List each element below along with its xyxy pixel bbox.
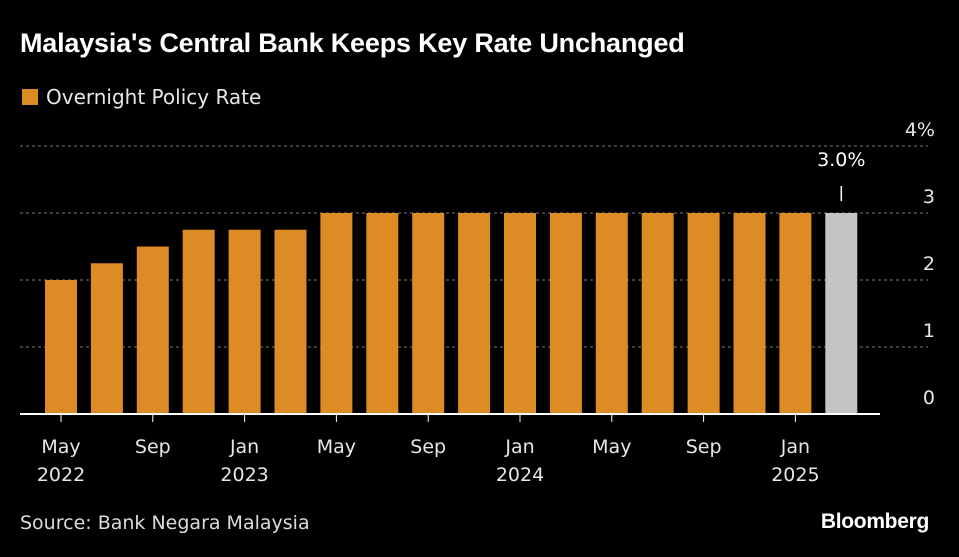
bar <box>549 213 582 414</box>
bar <box>228 229 261 414</box>
bar <box>595 213 628 414</box>
bar <box>274 229 307 414</box>
y-tick-label: 2 <box>923 253 935 275</box>
bar <box>320 213 353 414</box>
legend-label: Overnight Policy Rate <box>46 85 262 109</box>
x-tick-label: 2023 <box>220 464 268 486</box>
x-tick-label: 2022 <box>37 464 85 486</box>
source-note: Source: Bank Negara Malaysia <box>20 512 310 534</box>
x-tick-label: Jan <box>780 436 810 458</box>
chart-title: Malaysia's Central Bank Keeps Key Rate U… <box>20 28 685 58</box>
legend-swatch <box>22 89 38 105</box>
x-tick-label: Jan <box>229 436 259 458</box>
x-tick-label: May <box>41 436 80 458</box>
bar <box>458 213 491 414</box>
x-tick-label: Jan <box>504 436 534 458</box>
bar <box>733 213 766 414</box>
y-tick-label: 1 <box>923 320 935 342</box>
bloomberg-logo: Bloomberg <box>820 510 929 533</box>
x-tick-label: 2025 <box>771 464 819 486</box>
y-tick-label: 0 <box>923 387 935 409</box>
bar <box>504 213 536 414</box>
chart-legend: Overnight Policy Rate <box>22 85 261 109</box>
x-tick-label: 2024 <box>496 464 544 486</box>
bar <box>182 229 215 414</box>
x-tick-label: May <box>317 436 356 458</box>
bar <box>366 213 399 414</box>
bar <box>90 263 123 414</box>
x-tick-label: Sep <box>410 436 446 458</box>
x-tick-label: May <box>592 436 631 458</box>
y-tick-label: 3 <box>923 186 935 208</box>
bar <box>641 213 674 414</box>
bar <box>45 280 77 414</box>
bar <box>779 213 812 414</box>
x-tick-label: Sep <box>135 436 171 458</box>
x-tick-label: Sep <box>686 436 722 458</box>
y-tick-label: 4% <box>905 119 935 141</box>
bar <box>136 246 169 414</box>
annotation-label: 3.0% <box>817 149 865 171</box>
bar <box>687 213 720 414</box>
bar <box>825 213 858 414</box>
bar <box>412 213 445 414</box>
